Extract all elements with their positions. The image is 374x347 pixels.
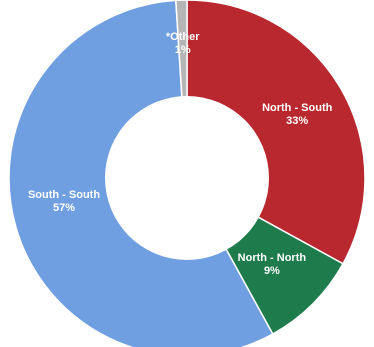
slice-label-south-south: South - South [28,189,100,201]
slice-label-other: *Other [166,31,200,43]
slice-label-north-north: North - North [238,252,307,264]
donut-hole [105,96,269,260]
slice-value-north-south: 33% [286,115,308,127]
slice-value-other: 1% [175,44,191,56]
slice-label-north-south: North - South [262,102,333,114]
slice-value-north-north: 9% [264,265,280,277]
slice-value-south-south: 57% [53,202,75,214]
